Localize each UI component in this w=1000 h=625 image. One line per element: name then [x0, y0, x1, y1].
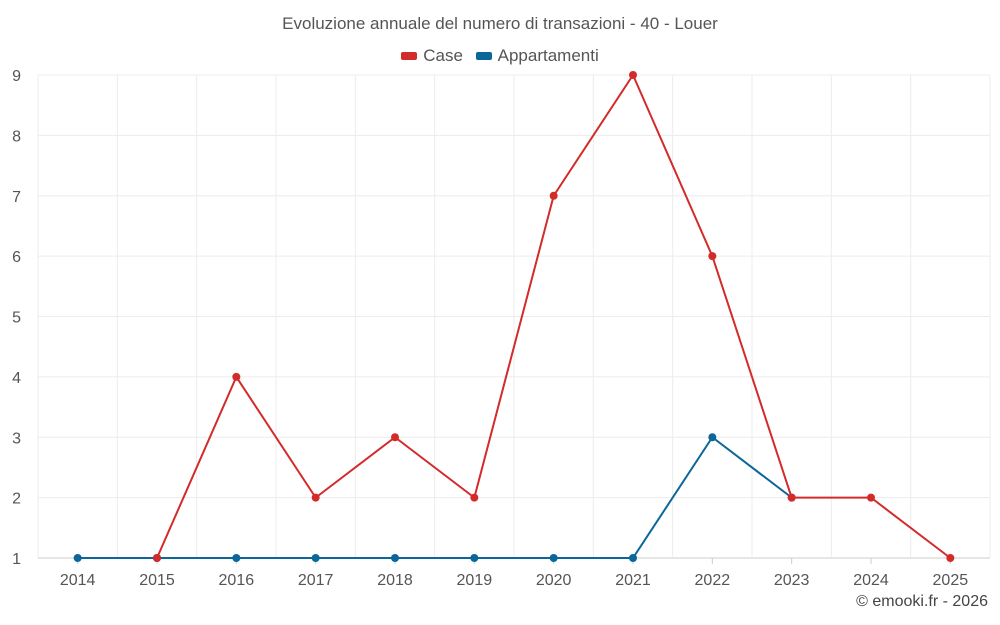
data-point-case — [391, 433, 399, 442]
data-point-appartamenti — [470, 554, 479, 562]
series-line-appartamenti — [77, 436, 793, 559]
x-tick-label: 2023 — [774, 572, 810, 589]
data-point-case — [549, 191, 558, 200]
grid — [37, 74, 991, 559]
y-tick-label: 2 — [12, 491, 21, 508]
data-point-appartamenti — [311, 554, 320, 562]
data-point-appartamenti — [73, 554, 82, 562]
data-point-case — [311, 493, 320, 502]
x-tick-label: 2021 — [615, 572, 651, 589]
legend-label-case: Case — [423, 46, 463, 65]
y-tick-label: 7 — [12, 189, 21, 206]
data-point-case — [153, 554, 161, 562]
y-tick-label: 3 — [12, 430, 21, 447]
x-tick-label: 2017 — [298, 572, 334, 589]
series-layer — [73, 71, 955, 562]
legend-swatch-appartamenti — [475, 52, 492, 60]
data-point-case — [629, 71, 637, 79]
data-point-appartamenti — [629, 554, 637, 562]
legend-label-appartamenti: Appartamenti — [497, 46, 599, 65]
chart-title: Evoluzione annuale del numero di transaz… — [282, 14, 718, 33]
data-point-case — [708, 252, 717, 261]
y-tick-label: 5 — [12, 310, 21, 327]
legend-item-appartamenti[interactable]: Appartamenti — [475, 46, 599, 66]
data-point-case — [787, 493, 796, 502]
data-point-case — [867, 493, 875, 502]
x-tick-label: 2016 — [219, 572, 255, 589]
data-point-appartamenti — [708, 433, 717, 442]
y-tick-label: 4 — [12, 370, 21, 387]
data-point-case — [232, 372, 241, 381]
axes: 1 2 3 4 5 6 7 8 9 2014 2015 2016 2017 2018 2019 2020 202… — [12, 68, 968, 589]
y-tick-label: 8 — [12, 128, 21, 145]
y-tick-label: 6 — [12, 249, 21, 266]
legend: Case Appartamenti — [0, 45, 1000, 66]
data-point-case — [470, 493, 479, 502]
credit-text: © emooki.fr - 2026 — [856, 593, 988, 610]
data-point-case — [946, 554, 955, 562]
data-point-appartamenti — [549, 554, 558, 562]
x-tick-label: 2020 — [536, 572, 572, 589]
x-tick-label: 2025 — [933, 572, 969, 589]
y-tick-label: 9 — [12, 68, 21, 85]
legend-swatch-case — [401, 52, 418, 60]
x-tick-label: 2019 — [457, 572, 493, 589]
y-tick-label: 1 — [12, 551, 21, 568]
data-point-appartamenti — [232, 554, 241, 562]
x-tick-label: 2022 — [695, 572, 731, 589]
data-point-appartamenti — [391, 554, 399, 562]
x-tick-label: 2015 — [139, 572, 175, 589]
x-tick-label: 2018 — [377, 572, 413, 589]
legend-item-case[interactable]: Case — [401, 46, 463, 66]
x-tick-label: 2014 — [60, 572, 96, 589]
x-tick-label: 2024 — [853, 572, 889, 589]
